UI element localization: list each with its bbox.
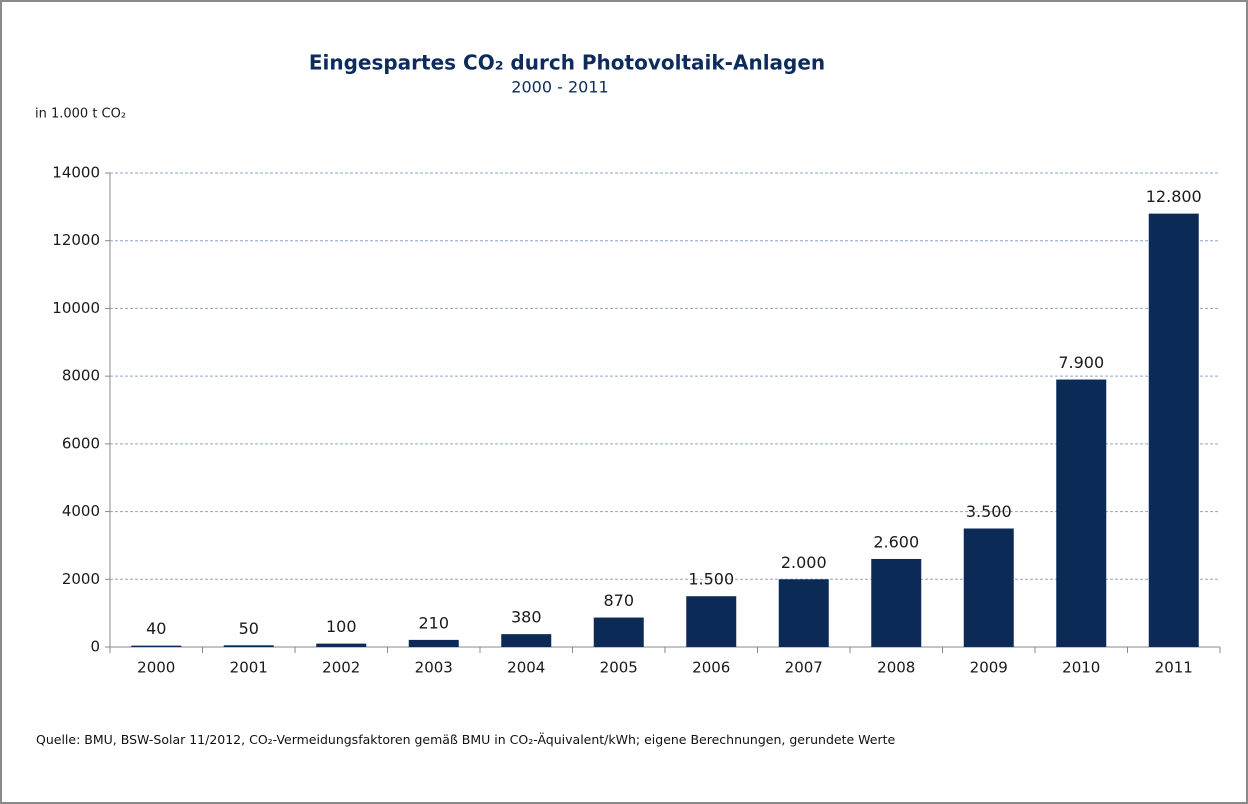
x-tick-label: 2008: [877, 659, 915, 677]
data-label: 2.600: [873, 532, 919, 551]
y-axis-label: in 1.000 t CO₂: [35, 107, 126, 122]
x-tick-label: 2006: [692, 659, 730, 677]
source-note: Quelle: BMU, BSW-Solar 11/2012, CO₂-Verm…: [36, 732, 896, 747]
bar: [686, 596, 737, 647]
x-tick-label: 2011: [1155, 659, 1193, 677]
data-label: 40: [146, 619, 166, 638]
bar: [131, 645, 182, 647]
data-label: 12.800: [1146, 187, 1202, 206]
data-label: 3.500: [966, 502, 1012, 521]
y-tick-label: 10000: [52, 299, 100, 317]
bar: [778, 579, 829, 647]
x-tick-label: 2002: [322, 659, 360, 677]
y-tick-label: 8000: [62, 367, 100, 385]
x-tick-label: 2000: [137, 659, 175, 677]
bar: [963, 528, 1014, 647]
x-tick-label: 2007: [785, 659, 823, 677]
data-label: 1.500: [688, 570, 734, 589]
x-tick-label: 2004: [507, 659, 545, 677]
bar: [223, 645, 274, 647]
chart-subtitle: 2000 - 2011: [511, 78, 608, 97]
data-label: 210: [418, 613, 449, 632]
x-tick-label: 2001: [230, 659, 268, 677]
bar: [316, 643, 367, 647]
y-tick-label: 0: [90, 638, 100, 656]
bar: [871, 558, 922, 647]
y-tick-label: 6000: [62, 434, 100, 452]
y-tick-label: 12000: [52, 231, 100, 249]
bar: [1056, 379, 1107, 647]
bar: [408, 639, 459, 647]
x-tick-label: 2005: [600, 659, 638, 677]
bar: [1148, 213, 1199, 647]
chart-title: Eingespartes CO₂ durch Photovoltaik-Anla…: [309, 51, 825, 75]
data-label: 2.000: [781, 553, 827, 572]
data-label: 100: [326, 617, 357, 636]
bar: [501, 634, 552, 647]
y-tick-label: 4000: [62, 502, 100, 520]
x-tick-label: 2010: [1062, 659, 1100, 677]
x-tick-label: 2009: [970, 659, 1008, 677]
x-tick-label: 2003: [415, 659, 453, 677]
data-label: 50: [239, 619, 259, 638]
data-label: 870: [603, 591, 634, 610]
y-tick-label: 14000: [52, 164, 100, 182]
data-label: 7.900: [1058, 353, 1104, 372]
y-tick-label: 2000: [62, 570, 100, 588]
bar: [593, 617, 644, 647]
data-label: 380: [511, 608, 542, 627]
